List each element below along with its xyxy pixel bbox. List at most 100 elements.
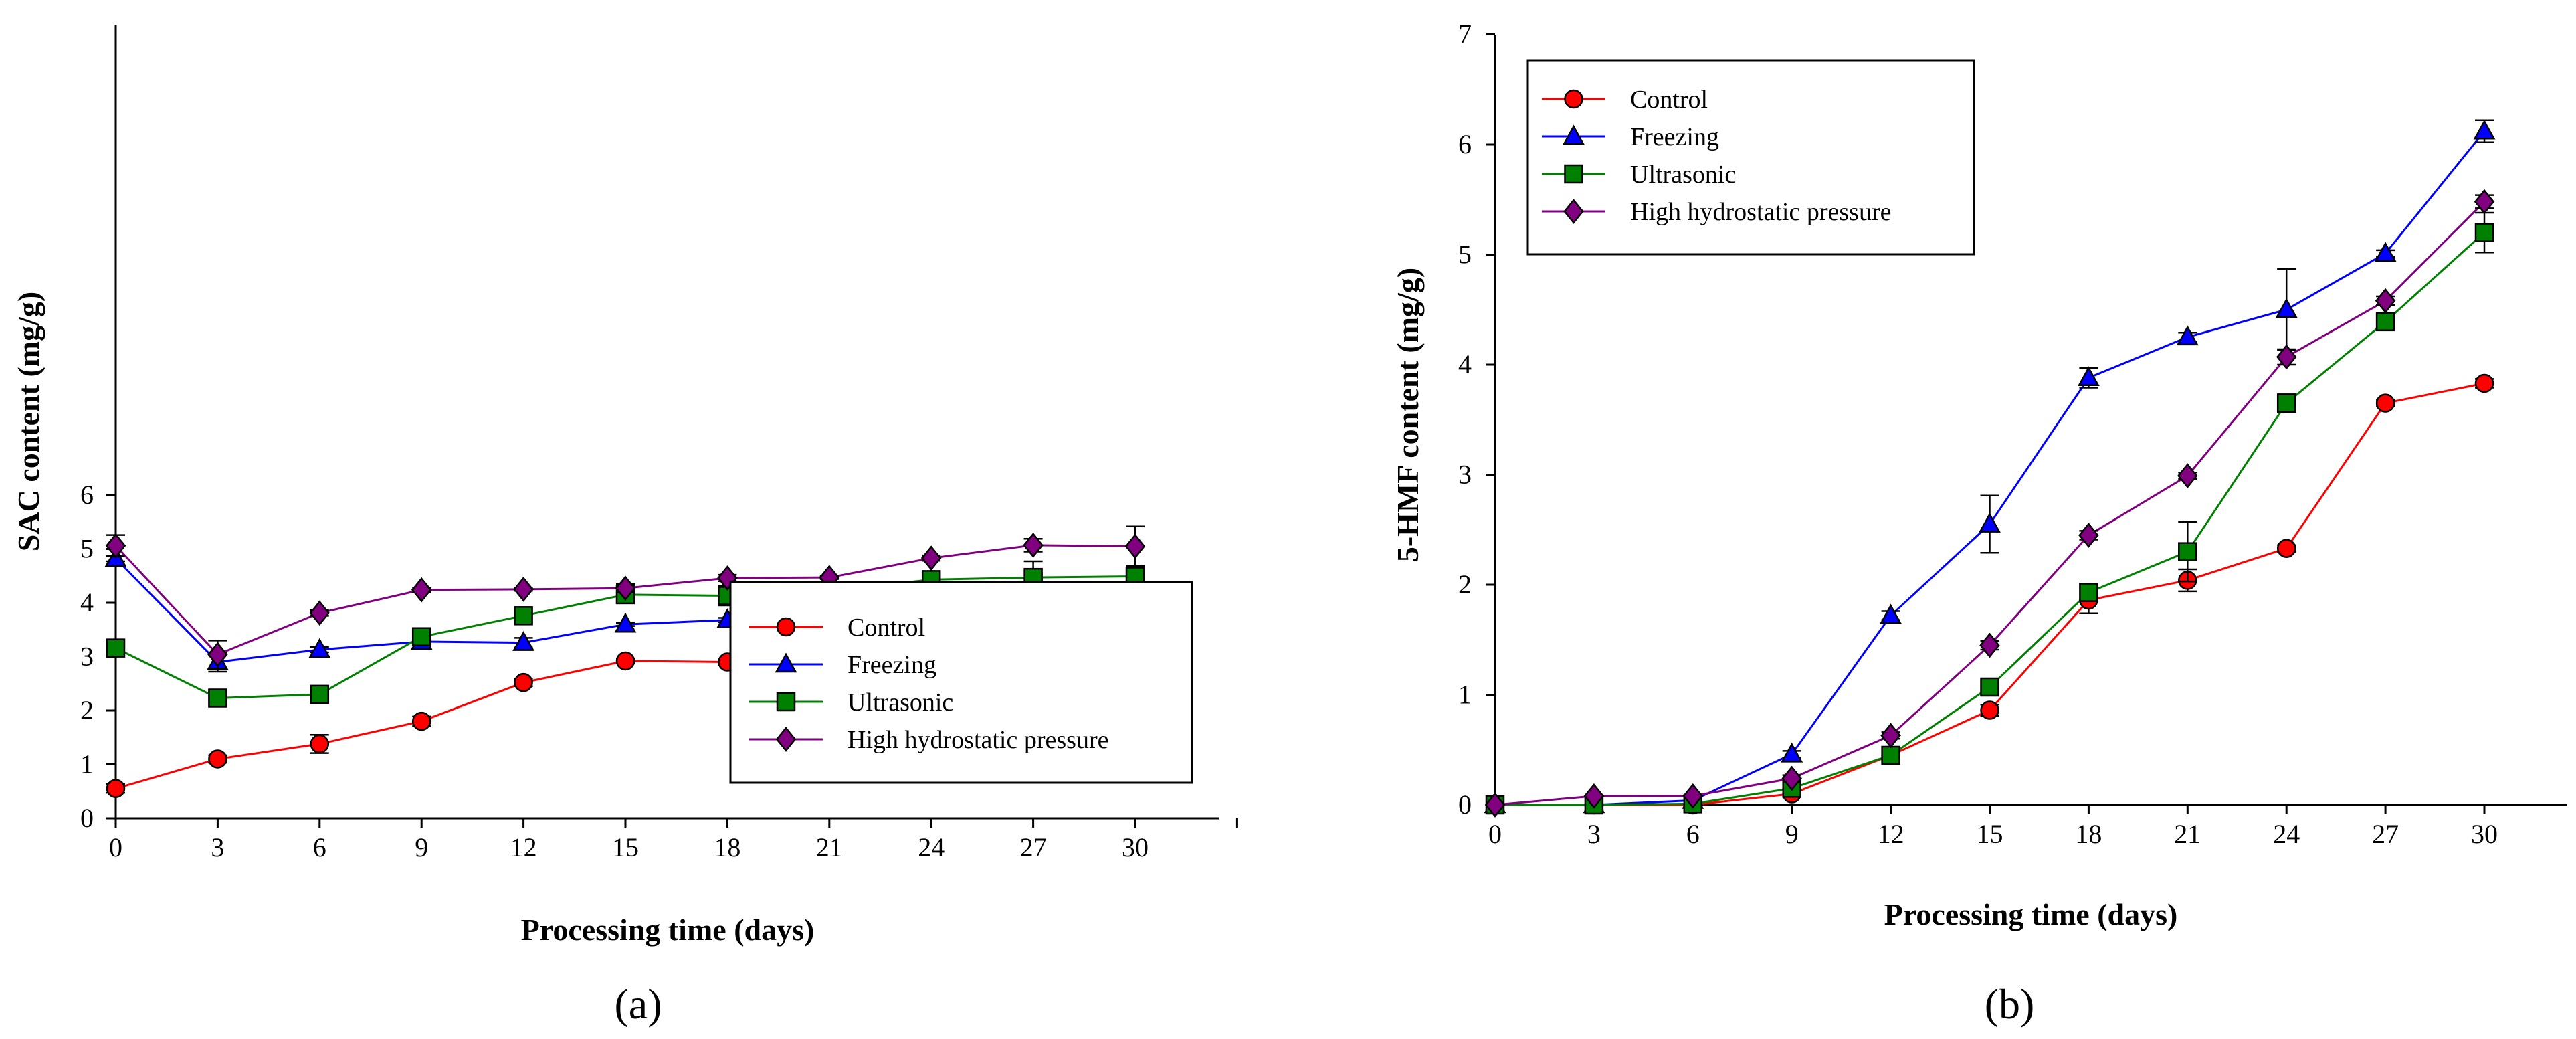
panel-a-point-control xyxy=(411,711,431,731)
panel-b-x-tick-label: 9 xyxy=(1785,819,1799,849)
panel-a-y-axis-title: SAC content (mg/g) xyxy=(11,292,45,551)
panel-a-x-axis-title: Processing time (days) xyxy=(521,913,815,947)
panel-b-point-high-hydrostatic-pressure xyxy=(2375,288,2396,314)
panel-a-y-tick-label: 2 xyxy=(80,695,94,725)
panel-b-point-control xyxy=(2375,393,2395,413)
panel-a-label: (a) xyxy=(614,980,662,1028)
panel-b-point-ultrasonic xyxy=(1881,745,1900,765)
panel-a-point-control xyxy=(208,749,227,769)
panel-a-series-high-hydrostatic-pressure xyxy=(105,525,1146,670)
panel-a-legend-box xyxy=(729,581,1193,784)
panel-b-legend-box xyxy=(1526,59,1975,256)
panel-b-y-tick-label: 3 xyxy=(1458,460,1472,490)
panel-b-legend-label-control: Control xyxy=(1630,86,1708,114)
panel-b-legend-label-high-hydrostatic-pressure: High hydrostatic pressure xyxy=(1630,198,1891,226)
panel-a-point-high-hydrostatic-pressure xyxy=(615,575,636,601)
panel-b-point-high-hydrostatic-pressure xyxy=(1979,632,2000,658)
panel-b-line-control xyxy=(1495,382,2485,806)
panel-a-point-control xyxy=(310,734,330,754)
panel-a-y-tick-label: 3 xyxy=(80,642,94,672)
panel-b-point-freezing xyxy=(2473,119,2496,140)
panel-a-point-freezing xyxy=(512,631,535,651)
panel-b-y-axis-title: 5-HMF content (mg/g) xyxy=(1391,268,1425,562)
panel-a-y-tick-label: 6 xyxy=(80,480,94,510)
panel-a-x-tick-label: 3 xyxy=(211,832,224,862)
panel-a-legend-marker-ultrasonic xyxy=(776,692,796,712)
panel-a-x-tick-label: 24 xyxy=(918,832,945,862)
panel-b-x-tick-label: 3 xyxy=(1587,819,1601,849)
panel-a-legend-item-ultrasonic: Ultrasonic xyxy=(749,688,953,717)
panel-a-legend-item-freezing: Freezing xyxy=(749,651,936,679)
panel-a-y-tick-label: 5 xyxy=(80,534,94,564)
panel-b-point-freezing xyxy=(1781,742,1803,763)
panel-b-y-tick-label: 5 xyxy=(1458,240,1472,270)
panel-b-y-tick-label: 0 xyxy=(1458,789,1472,820)
panel-a-legend-label-high-hydrostatic-pressure: High hydrostatic pressure xyxy=(848,726,1108,754)
panel-b-x-tick-label: 21 xyxy=(2174,819,2201,849)
panel-b-legend-label-ultrasonic: Ultrasonic xyxy=(1630,161,1736,189)
panel-a-point-ultrasonic xyxy=(310,684,330,704)
panel-a-x-tick-label: 27 xyxy=(1020,832,1047,862)
panel-a-point-high-hydrostatic-pressure xyxy=(105,533,126,559)
panel-b-point-freezing xyxy=(1880,603,1902,624)
panel-a-point-high-hydrostatic-pressure xyxy=(920,545,942,571)
panel-b-legend-marker-freezing xyxy=(1563,124,1585,145)
panel-b-x-axis-title: Processing time (days) xyxy=(1884,897,2178,931)
panel-a-legend: Control Freezing Ultrasonic High hydrostati… xyxy=(729,581,1193,784)
panel-b-legend-marker-control xyxy=(1564,89,1583,109)
panel-a-x-tick-label: 15 xyxy=(612,832,639,862)
panel-b-x-tick-label: 27 xyxy=(2372,819,2399,849)
panel-b-legend-marker-high-hydrostatic-pressure xyxy=(1563,199,1584,224)
panel-a-x-tick-label: 9 xyxy=(415,832,428,862)
panel-b-x-tick-label: 15 xyxy=(1977,819,2003,849)
panel-a-x-tick-label: 21 xyxy=(816,832,843,862)
panel-b-x-tick-label: 0 xyxy=(1488,819,1502,849)
panel-a-point-ultrasonic xyxy=(514,606,533,626)
panel-a-point-ultrasonic xyxy=(411,627,431,646)
panel-a-legend-label-freezing: Freezing xyxy=(848,651,936,679)
panel-b-series-control xyxy=(1485,373,2494,815)
panel-b-x-tick-label: 30 xyxy=(2471,819,2498,849)
panel-a-y-tick-label: 0 xyxy=(80,803,94,833)
panel-a-x-tick-label: 18 xyxy=(714,832,740,862)
panel-a-x-tick-label: 30 xyxy=(1122,832,1149,862)
panel-b-point-freezing xyxy=(2077,366,2100,387)
panel-b-y-tick-label: 7 xyxy=(1458,19,1472,50)
panel-a-legend-label-ultrasonic: Ultrasonic xyxy=(848,688,953,717)
panel-b-point-ultrasonic xyxy=(1980,677,1999,697)
panel-b-point-control xyxy=(2276,539,2296,558)
panel-a-point-high-hydrostatic-pressure xyxy=(1023,532,1044,558)
panel-a-point-high-hydrostatic-pressure xyxy=(513,576,534,602)
panel-b-legend-label-freezing: Freezing xyxy=(1630,123,1719,151)
panel-b-point-high-hydrostatic-pressure xyxy=(2078,523,2099,548)
panel-b-point-freezing xyxy=(2176,325,2199,346)
panel-b-x-tick-label: 12 xyxy=(1878,819,1904,849)
panel-a-legend-item-control: Control xyxy=(749,613,925,642)
panel-b-point-high-hydrostatic-pressure xyxy=(1781,765,1802,791)
panel-b-x-tick-label: 24 xyxy=(2273,819,2300,849)
panel-a-y-tick-label: 4 xyxy=(80,587,94,618)
panel-b-point-high-hydrostatic-pressure xyxy=(1682,783,1704,809)
panel-a-y-tick-label: 1 xyxy=(80,749,94,779)
panel-b-legend-item-high-hydrostatic-pressure: High hydrostatic pressure xyxy=(1542,198,1891,226)
panel-b-x-tick-label: 6 xyxy=(1686,819,1700,849)
panel-b-point-ultrasonic xyxy=(2079,583,2098,602)
panel-a-legend-item-high-hydrostatic-pressure: High hydrostatic pressure xyxy=(749,726,1108,754)
panel-b-legend-marker-ultrasonic xyxy=(1564,164,1583,184)
panel-a-x-tick-label: 6 xyxy=(313,832,326,862)
panel-b-point-ultrasonic xyxy=(2178,542,2197,561)
panel-b-point-freezing xyxy=(2374,242,2397,262)
panel-a-point-high-hydrostatic-pressure xyxy=(1124,533,1146,559)
panel-b-x-tick-label: 18 xyxy=(2075,819,2102,849)
panel-b-legend-item-control: Control xyxy=(1542,86,1708,114)
panel-a-point-freezing xyxy=(308,638,331,658)
panel-b-point-ultrasonic xyxy=(2375,312,2395,332)
panel-a-point-high-hydrostatic-pressure xyxy=(411,577,432,603)
panel-a-legend-marker-high-hydrostatic-pressure xyxy=(775,727,797,752)
panel-b-point-high-hydrostatic-pressure xyxy=(2474,189,2495,215)
panel-b-legend: Control Freezing Ultrasonic High hydrostati… xyxy=(1526,59,1975,256)
panel-b-point-freezing xyxy=(1979,512,2001,533)
panel-b-y-tick-label: 1 xyxy=(1458,680,1472,710)
panel-a-legend-label-control: Control xyxy=(848,613,925,642)
